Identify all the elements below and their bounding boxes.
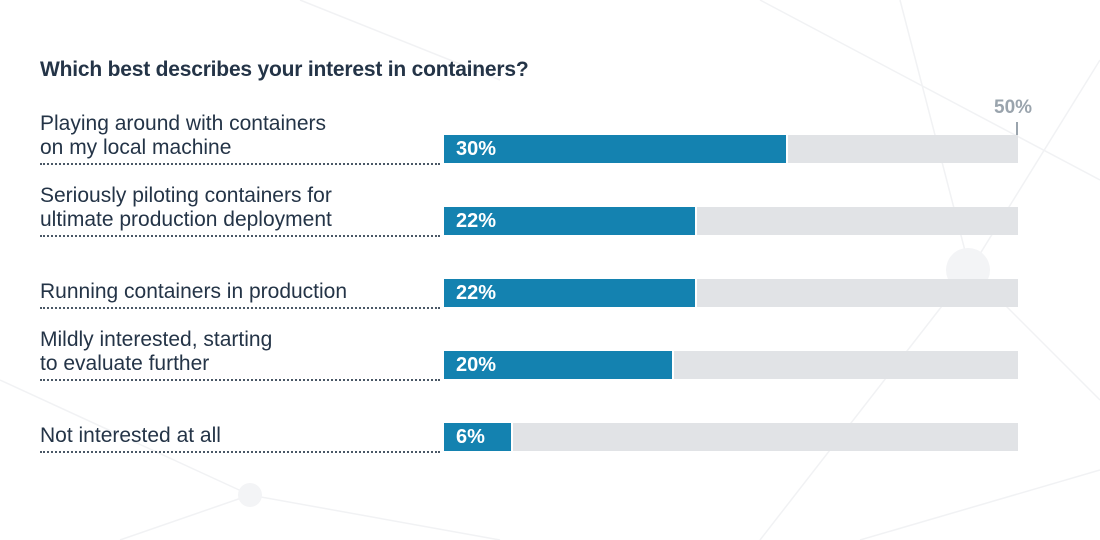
category-label-line: on my local machine [40,136,232,159]
bar [444,423,513,451]
axis-max-tick [1016,122,1018,136]
category-label: Mildly interested, starting to evaluate f… [40,328,440,381]
bar-value-label: 6% [456,426,485,448]
bar-value-label: 20% [456,354,497,376]
category-label-line: Not interested at all [40,424,221,447]
bar-track [444,423,1018,451]
category-label: Not interested at all [40,424,440,453]
bar-value-label: 22% [456,282,497,304]
chart-title: Which best describes your interest in co… [40,58,529,81]
bar [444,351,674,379]
bar-value-label: 30% [456,138,497,160]
bar [444,207,697,235]
category-label-line: ultimate production deployment [40,208,332,231]
category-label-line: to evaluate further [40,352,210,375]
bar [444,135,788,163]
category-label-line: Mildly interested, starting [40,328,273,351]
bar-value-label: 22% [456,210,497,232]
category-label-line: Seriously piloting containers for [40,184,332,207]
category-label: Seriously piloting containers for ultimat… [40,184,440,237]
axis-max-label: 50% [994,97,1033,118]
category-label: Running containers in production [40,280,440,309]
category-label-line: Running containers in production [40,280,348,303]
bar [444,279,697,307]
category-label-line: Playing around with containers [40,112,327,135]
category-label: Playing around with containers on my loca… [40,112,440,165]
